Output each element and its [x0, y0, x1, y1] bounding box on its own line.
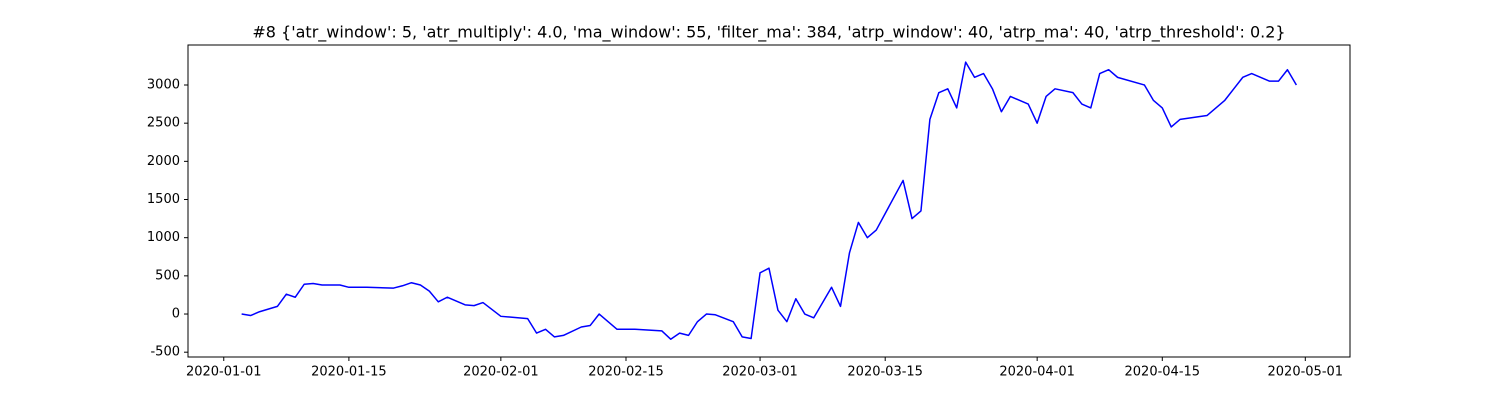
x-tick-label: 2020-01-15	[311, 365, 387, 380]
x-tick-label: 2020-04-01	[999, 365, 1075, 380]
plot-frame	[187, 44, 1351, 358]
x-tick-label: 2020-03-01	[722, 365, 798, 380]
y-tick-label: 500	[155, 268, 180, 283]
x-tick-label: 2020-04-15	[1125, 365, 1201, 380]
y-tick-label: 3000	[147, 78, 180, 93]
y-tick-label: -500	[150, 345, 180, 360]
y-tick-label: 2500	[147, 116, 180, 131]
y-tick-label: 0	[172, 307, 180, 322]
line	[241, 61, 1298, 340]
x-tick-label: 2020-03-15	[847, 365, 923, 380]
y-tick-label: 1500	[147, 192, 180, 207]
x-tick-label: 2020-02-01	[463, 365, 539, 380]
y-tick-label: 1000	[147, 230, 180, 245]
x-tick-label: 2020-02-15	[588, 365, 664, 380]
x-tick-label: 2020-05-01	[1268, 365, 1344, 380]
chart-title: #8 {'atr_window': 5, 'atr_multiply': 4.0…	[252, 23, 1285, 43]
y-tick-label: 2000	[147, 154, 180, 169]
x-tick-label: 2020-01-01	[186, 365, 262, 380]
